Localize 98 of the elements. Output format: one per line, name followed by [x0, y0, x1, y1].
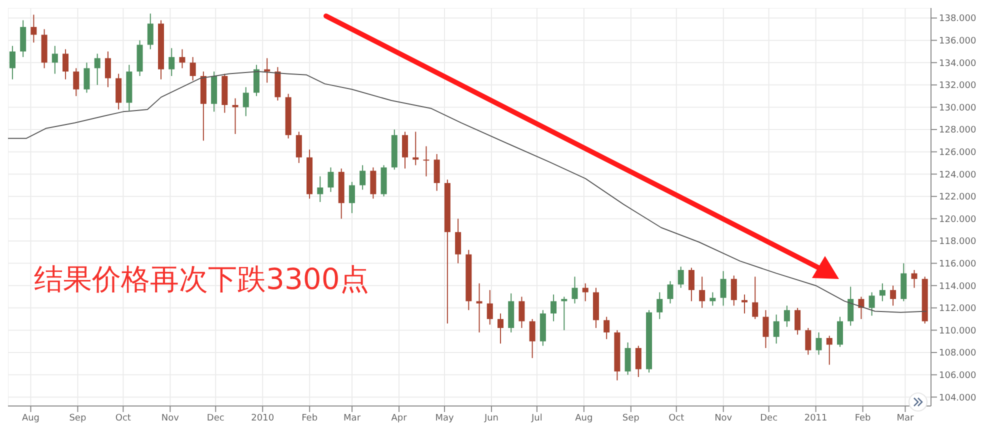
- candlestick: [688, 267, 694, 302]
- candlestick: [742, 294, 748, 314]
- x-tick-label: Jun: [483, 413, 499, 424]
- candlestick: [402, 131, 408, 170]
- x-tick-label: Dec: [760, 413, 778, 424]
- candlestick: [190, 56, 196, 81]
- x-tick-label: Apr: [391, 413, 408, 424]
- x-tick-label: Oct: [668, 413, 685, 424]
- y-tick-label: 106.000: [939, 370, 976, 381]
- y-tick-label: 134.000: [939, 58, 976, 69]
- y-tick-label: 126.000: [939, 148, 976, 158]
- x-tick-label: Aug: [22, 413, 40, 424]
- candlestick: [434, 154, 440, 192]
- x-tick-label: Sep: [622, 413, 640, 424]
- candlestick: [868, 292, 875, 316]
- candlestick: [784, 305, 790, 328]
- candlestick: [730, 275, 737, 306]
- x-tick-label: Nov: [714, 413, 733, 424]
- candlestick: [879, 282, 886, 302]
- candlestick: [794, 307, 801, 336]
- candlestick: [911, 269, 918, 288]
- x-tick-label: Oct: [115, 413, 132, 424]
- candlestick: [762, 310, 769, 349]
- candlestick: [9, 45, 16, 80]
- candlestick: [147, 13, 154, 50]
- candlestick: [168, 48, 175, 77]
- y-tick-label: 116.000: [939, 259, 976, 270]
- candlestick: [572, 276, 578, 304]
- candlestick: [624, 342, 631, 376]
- candlestick: [710, 292, 716, 306]
- candlestick: [30, 14, 37, 44]
- candlestick: [678, 266, 684, 288]
- candlestick: [773, 314, 780, 344]
- candlestick: [635, 345, 642, 378]
- candlestick: [52, 45, 58, 74]
- x-tick-label: Jul: [530, 413, 542, 424]
- candlestick: [73, 68, 80, 97]
- candlestick: [348, 181, 355, 214]
- y-tick-label: 114.000: [939, 282, 976, 292]
- candlestick: [486, 290, 493, 326]
- candlestick: [518, 296, 525, 328]
- y-tick-label: 104.000: [939, 393, 976, 404]
- candlestick: [858, 296, 864, 320]
- x-tick-label: Aug: [575, 413, 593, 424]
- candlestick: [529, 318, 536, 359]
- candlestick: [550, 294, 557, 322]
- x-tick-label: Feb: [302, 413, 318, 424]
- candlestick: [455, 218, 462, 264]
- candlestick: [370, 166, 376, 200]
- candlestick: [317, 176, 324, 202]
- y-tick-label: 118.000: [939, 237, 976, 248]
- candlestick: [805, 327, 812, 356]
- candlestick: [104, 50, 111, 88]
- y-tick-label: 130.000: [939, 103, 976, 114]
- x-tick-label: 2011: [804, 413, 828, 424]
- x-tick-label: May: [435, 413, 454, 424]
- candlestick: [328, 166, 334, 192]
- x-tick-label: Mar: [896, 413, 914, 424]
- candlestick: [360, 164, 366, 190]
- x-tick-label: Sep: [69, 413, 86, 424]
- candlestick: [848, 286, 854, 326]
- candlestick: [752, 276, 758, 320]
- x-tick-label: Dec: [206, 413, 224, 424]
- y-tick-label: 122.000: [939, 192, 976, 203]
- candlestick: [476, 282, 482, 333]
- candlestick: [699, 276, 706, 308]
- candlestick: [667, 280, 674, 304]
- candlestick: [94, 53, 100, 86]
- candlestick: [836, 316, 843, 348]
- candlestick: [84, 62, 90, 94]
- candlestick: [816, 332, 822, 356]
- candlestick: [242, 86, 249, 117]
- y-tick-label: 108.000: [939, 348, 976, 359]
- y-tick-label: 136.000: [939, 36, 976, 47]
- x-tick-label: Feb: [854, 413, 872, 424]
- candlestick: [423, 146, 430, 177]
- y-tick-label: 132.000: [939, 81, 976, 92]
- y-tick-label: 124.000: [939, 170, 976, 180]
- annotation: 结果价格再次下跌3300点: [34, 261, 369, 298]
- x-tick-label: 2010: [251, 413, 274, 424]
- candlestick: [253, 64, 260, 97]
- candlestick: [497, 312, 504, 344]
- candlestick: [582, 282, 588, 302]
- candlestick: [179, 48, 186, 69]
- y-tick-label: 138.000: [939, 14, 976, 24]
- y-tick-label: 120.000: [939, 214, 976, 225]
- candlestick: [62, 48, 69, 80]
- x-tick-label: Nov: [161, 413, 180, 424]
- candlestick: [296, 131, 302, 164]
- y-tick-label: 112.000: [939, 304, 976, 314]
- candlestick: [720, 270, 726, 306]
- y-tick-label: 128.000: [939, 126, 976, 136]
- candlestick: [890, 285, 896, 306]
- candlestick: [604, 316, 610, 340]
- y-tick-label: 110.000: [939, 326, 976, 336]
- candlestick: [826, 335, 832, 366]
- candlestick: [656, 292, 663, 320]
- x-tick-label: Mar: [344, 413, 361, 424]
